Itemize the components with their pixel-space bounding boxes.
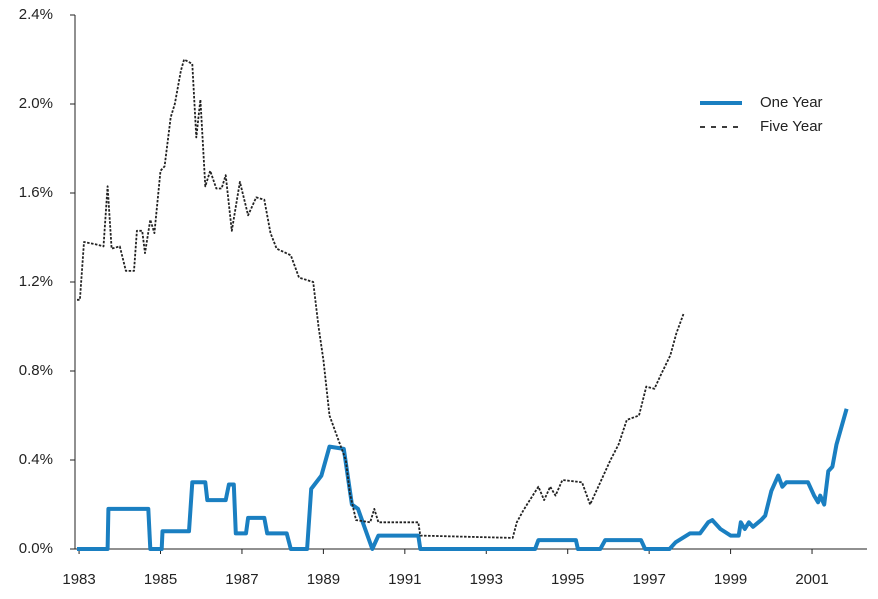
x-tick-label: 1989 [307, 571, 340, 588]
x-tick-label: 1987 [225, 571, 258, 588]
x-tick-label: 1983 [62, 571, 95, 588]
x-tick-label: 1991 [388, 571, 421, 588]
x-tick-label: 1985 [144, 571, 177, 588]
series-line [77, 58, 685, 539]
y-tick-label: 1.6% [19, 184, 53, 201]
legend-label: One Year [760, 94, 823, 111]
legend-label: Five Year [760, 118, 823, 135]
x-tick-label: 1993 [470, 571, 503, 588]
x-tick-label: 1995 [551, 571, 584, 588]
y-tick-label: 1.2% [19, 273, 53, 290]
y-tick-label: 2.4% [19, 6, 53, 23]
x-tick-label: 1997 [632, 571, 665, 588]
series-line [77, 408, 849, 551]
y-tick-label: 0.0% [19, 540, 53, 557]
y-tick-label: 2.0% [19, 95, 53, 112]
x-tick-label: 1999 [714, 571, 747, 588]
y-tick-label: 0.8% [19, 362, 53, 379]
x-tick-label: 2001 [795, 571, 828, 588]
y-tick-label: 0.4% [19, 451, 53, 468]
